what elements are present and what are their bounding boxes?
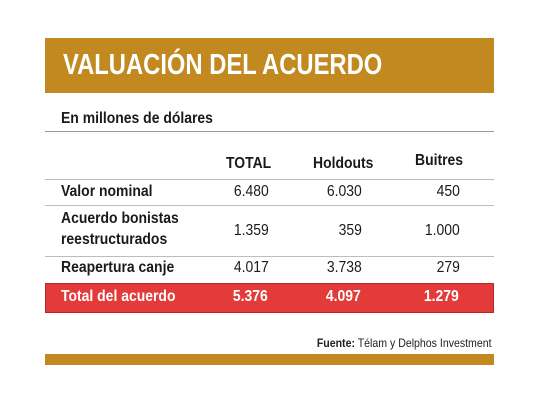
col-header-buitres: Buitres bbox=[415, 152, 464, 169]
row-label-reapertura-canje: Reapertura canje bbox=[61, 259, 175, 276]
cell-value: 359 bbox=[338, 222, 362, 239]
cell-value: 1.000 bbox=[425, 222, 460, 239]
col-header-holdouts: Holdouts bbox=[313, 155, 374, 172]
cell-value: 6.030 bbox=[327, 183, 362, 200]
title-banner: VALUACIÓN DEL ACUERDO bbox=[45, 38, 494, 93]
cell-value: 279 bbox=[436, 259, 460, 276]
subtitle: En millones de dólares bbox=[61, 110, 213, 127]
page-title: VALUACIÓN DEL ACUERDO bbox=[63, 49, 383, 81]
source-text: Télam y Delphos Investment bbox=[358, 336, 492, 350]
divider bbox=[45, 256, 494, 257]
footer-bar bbox=[45, 354, 494, 365]
total-value: 1.279 bbox=[424, 288, 459, 305]
row-label-acuerdo-line2: reestructurados bbox=[61, 231, 168, 248]
cell-value: 450 bbox=[436, 183, 460, 200]
total-label: Total del acuerdo bbox=[61, 288, 176, 305]
cell-value: 3.738 bbox=[327, 259, 362, 276]
cell-value: 4.017 bbox=[234, 259, 269, 276]
total-row: Total del acuerdo 5.376 4.097 1.279 bbox=[45, 283, 494, 313]
row-label-acuerdo-line1: Acuerdo bonistas bbox=[61, 210, 179, 227]
cell-value: 6.480 bbox=[234, 183, 269, 200]
row-label-valor-nominal: Valor nominal bbox=[61, 183, 153, 200]
divider bbox=[45, 179, 494, 180]
total-value: 4.097 bbox=[326, 288, 361, 305]
source-prefix: Fuente: bbox=[317, 336, 356, 350]
col-header-total: TOTAL bbox=[226, 155, 272, 172]
cell-value: 1.359 bbox=[234, 222, 269, 239]
divider bbox=[45, 131, 494, 132]
source-note: Fuente: Télam y Delphos Investment bbox=[317, 336, 492, 350]
total-value: 5.376 bbox=[233, 288, 268, 305]
divider bbox=[45, 205, 494, 206]
